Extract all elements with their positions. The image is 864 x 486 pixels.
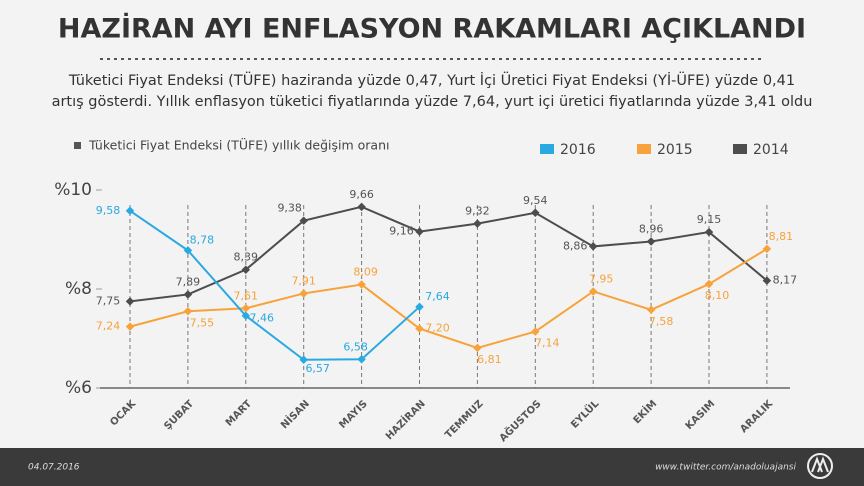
data-label: 8,81 [769,230,794,243]
y-tick-label: %8 [65,279,92,299]
data-point [125,206,135,216]
data-point [762,276,772,285]
data-point [646,305,656,315]
data-label: 7,95 [589,272,614,285]
y-tick-label: %6 [65,378,92,398]
data-label: 6,57 [305,362,330,375]
data-label: 7,58 [649,315,674,328]
data-point [588,287,598,296]
data-label: 7,75 [96,294,121,307]
data-label: 9,58 [96,204,121,217]
data-label: 9,66 [349,188,374,201]
footer-date: 04.07.2016 [28,463,80,473]
legend-label: 2014 [753,142,789,158]
data-point [473,343,482,353]
data-label: 8,09 [353,266,378,279]
legend-label: 2015 [657,142,693,158]
data-point [357,355,366,364]
data-label: 7,61 [234,289,259,302]
data-label: 9,16 [389,225,414,238]
series-line [129,205,768,303]
legend-bullet [74,142,81,149]
data-point [183,307,193,316]
data-label: 8,86 [563,239,588,252]
logo [807,453,833,479]
data-label: 7,20 [425,322,450,335]
data-point [125,297,135,306]
data-label: 6,81 [477,353,502,366]
data-label: 8,39 [234,251,259,264]
series-line [129,209,421,361]
data-label: 7,24 [96,320,121,333]
data-point [415,302,424,312]
background [0,0,864,448]
subtitle-line: artış gösterdi. Yıllık enflasyon tüketic… [52,94,813,110]
data-point [241,311,251,320]
data-point [299,289,308,298]
legend-swatch [637,144,651,154]
data-label: 8,96 [639,222,664,235]
chart-title: HAZİRAN AYI ENFLASYON RAKAMLARI AÇIKLAND… [58,13,806,45]
data-label: 8,17 [773,274,798,287]
logo-mark [811,456,829,473]
data-point [125,322,135,331]
data-label: 9,15 [697,213,722,226]
data-point [704,279,714,289]
data-label: 7,14 [535,337,560,350]
legend-label: 2016 [560,142,596,158]
data-point [473,219,482,228]
data-point [183,290,193,299]
data-label: 9,38 [277,202,302,215]
data-point [415,227,424,236]
legend-swatch [733,144,747,154]
data-label: 8,10 [705,289,730,302]
data-point [357,280,366,289]
data-label: 7,91 [291,274,316,287]
footer-source: www.twitter.com/anadoluajansi [655,463,796,473]
data-label: 7,46 [250,312,275,325]
data-label: 9,32 [465,205,490,218]
data-point [531,327,540,336]
data-point [415,324,424,333]
data-label: 7,89 [176,275,201,288]
data-point [183,246,193,255]
data-point [357,202,366,212]
data-point [299,216,308,225]
data-label: 7,55 [190,316,215,329]
series-line [129,248,768,349]
data-label: 6,58 [343,340,368,353]
data-point [299,355,308,365]
data-label: 8,78 [190,233,215,246]
data-point [241,265,251,274]
y-tick-label: %10 [54,180,92,200]
data-label: 7,64 [425,290,450,303]
subtitle-line: Tüketici Fiyat Endeksi (TÜFE) haziranda … [68,71,795,89]
data-label: 9,54 [523,194,548,207]
data-point [241,304,251,313]
legend-swatch [540,144,554,154]
legend-title: Tüketici Fiyat Endeksi (TÜFE) yıllık değ… [88,137,389,153]
footer-band [0,448,864,486]
